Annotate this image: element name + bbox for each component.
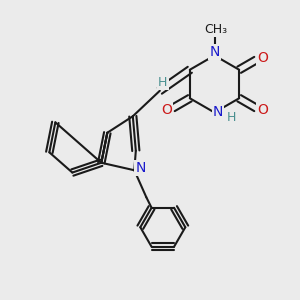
Text: H: H <box>158 76 167 89</box>
Text: O: O <box>257 103 268 116</box>
Text: H: H <box>226 111 236 124</box>
Text: N: N <box>209 45 220 59</box>
Text: O: O <box>257 51 268 64</box>
Text: N: N <box>135 161 146 175</box>
Text: N: N <box>213 106 223 119</box>
Text: CH₃: CH₃ <box>204 22 228 36</box>
Text: O: O <box>161 103 172 116</box>
